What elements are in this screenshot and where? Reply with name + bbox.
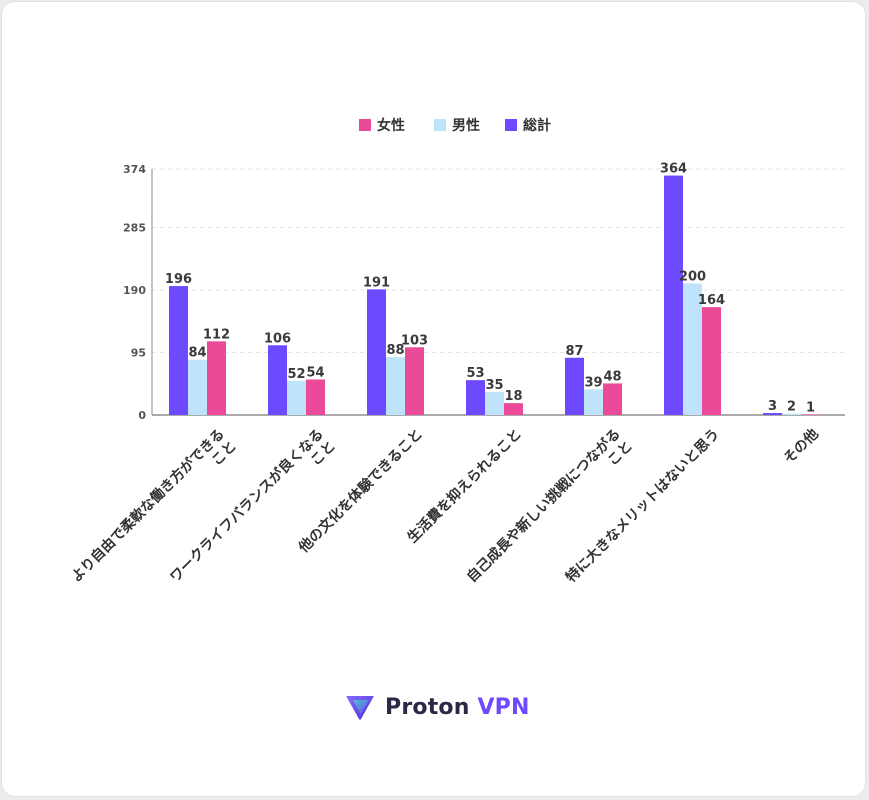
x-tick-label-line: ワークライフバランスが良くなる: [167, 425, 327, 585]
proton-vpn-logo: Proton VPN: [345, 692, 530, 722]
brand-name-main: Proton: [385, 694, 470, 720]
data-label: 84: [188, 346, 206, 361]
x-tick-label: 生活費を抑えられること: [404, 425, 525, 546]
x-axis-labels: より自由で柔軟な働き方ができることワークライフバランスが良くなること他の文化を体…: [68, 425, 822, 586]
gridlines: [152, 168, 845, 354]
data-label: 1: [806, 400, 815, 415]
legend-label: 女性: [377, 117, 405, 134]
bar: [565, 357, 584, 415]
legend-label: 男性: [452, 117, 480, 134]
bar: [405, 347, 424, 415]
y-tick-label: 0: [138, 409, 146, 422]
y-tick-label: 190: [123, 284, 146, 297]
data-label: 39: [584, 375, 602, 390]
data-label: 2: [787, 400, 796, 415]
legend-item: 女性: [359, 117, 405, 134]
data-label: 88: [386, 343, 404, 358]
legend-swatch: [359, 119, 371, 131]
brand-name: Proton VPN: [385, 695, 530, 720]
data-label: 196: [165, 272, 192, 287]
bar: [268, 345, 287, 415]
bar: [188, 359, 207, 415]
y-tick-label: 95: [131, 347, 146, 360]
data-label: 103: [401, 333, 428, 348]
bar: [306, 379, 325, 415]
x-tick-label: その他: [780, 425, 822, 467]
brand-name-accent: VPN: [477, 694, 530, 720]
data-label: 200: [679, 269, 706, 284]
x-tick-label-line: 生活費を抑えられること: [404, 425, 525, 546]
data-label: 164: [698, 293, 725, 308]
data-label: 35: [485, 378, 503, 393]
legend-swatch: [505, 119, 517, 131]
bar-group: 364 200 164: [660, 162, 725, 415]
data-label: 87: [565, 344, 583, 359]
x-tick-label-line: 自己成長や新しい挑戦につながる: [463, 425, 624, 586]
legend: 女性 男性 総計: [359, 117, 551, 134]
data-label: 53: [466, 366, 484, 381]
bar-group: 196 84 112: [165, 272, 230, 415]
data-label: 52: [287, 367, 305, 382]
bar-group: 87 39 48: [565, 344, 622, 415]
bar: [683, 283, 702, 415]
bar: [664, 175, 683, 415]
legend-item: 男性: [434, 117, 480, 134]
bar: [169, 286, 188, 415]
proton-vpn-logo-icon: [346, 696, 374, 720]
data-label: 48: [603, 369, 621, 384]
bar: [287, 380, 306, 415]
bar: [782, 413, 801, 415]
bar: [207, 341, 226, 415]
bar: [466, 380, 485, 415]
bar: [485, 391, 504, 415]
data-label: 112: [203, 327, 230, 342]
legend-label: 総計: [523, 117, 551, 134]
data-label: 3: [768, 399, 777, 414]
data-label: 106: [264, 331, 291, 346]
bar: [386, 357, 405, 415]
legend-item: 総計: [505, 117, 551, 134]
bar: [801, 414, 820, 415]
bar: [763, 413, 782, 415]
data-label: 191: [363, 275, 390, 290]
data-label: 364: [660, 162, 687, 177]
bar: [367, 289, 386, 415]
bar: [603, 383, 622, 415]
y-tick-label: 374: [123, 163, 146, 176]
x-tick-label: 特に大きなメリットはないと思う: [562, 425, 723, 586]
x-tick-label-line: その他: [780, 425, 822, 467]
bar: [584, 389, 603, 415]
bar: [702, 307, 721, 415]
x-tick-label-line: より自由で柔軟な働き方ができる: [68, 425, 228, 585]
bar-chart: 女性 男性 総計 0 95 190 285 374 196 84 112 106 52 54 191 88…: [68, 117, 845, 586]
bar-group: 106 52 54: [264, 331, 325, 415]
data-label: 18: [504, 389, 522, 404]
y-tick-label: 285: [123, 222, 146, 235]
x-tick-label-line: 特に大きなメリットはないと思う: [562, 425, 723, 586]
data-label: 54: [306, 365, 324, 380]
legend-swatch: [434, 119, 446, 131]
bar: [504, 403, 523, 415]
